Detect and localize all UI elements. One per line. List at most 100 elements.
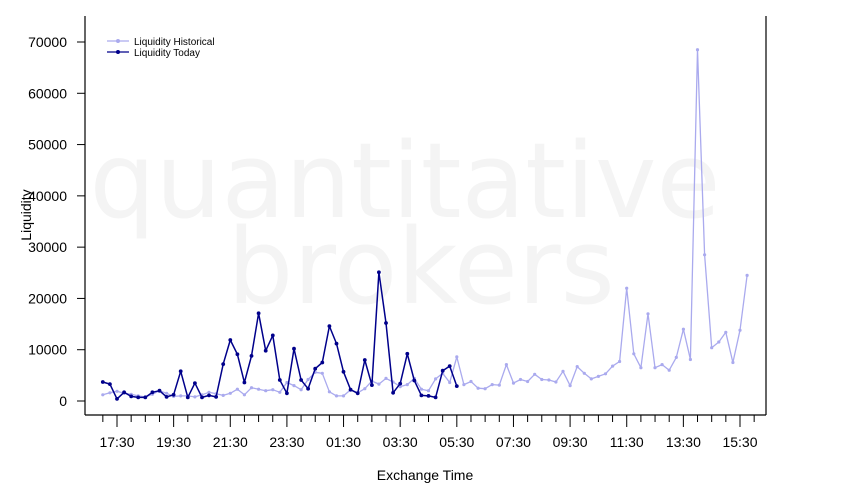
x-axis-title: Exchange Time [377,467,474,483]
data-point [278,390,282,394]
legend-entry-today: Liquidity Today [107,48,200,59]
data-point [228,338,233,342]
data-point [582,371,586,375]
data-point [717,340,721,344]
data-point [122,390,126,395]
data-point [433,395,438,400]
data-point [285,391,289,396]
data-point [426,394,431,398]
data-point [221,393,225,397]
data-point [200,395,204,400]
y-tick-label: 10000 [28,342,67,358]
data-point [440,368,445,373]
data-point [540,377,544,382]
data-point [625,286,629,290]
data-point [611,364,615,368]
x-tick-label: 17:30 [99,434,134,450]
x-axis-ticks: 17:30 19:30 21:30 23:30 01:30 03:30 05:30 07:30… [99,415,758,450]
data-point [483,387,487,391]
data-point [264,389,268,393]
x-tick-label: 23:30 [269,434,304,450]
y-tick-label: 70000 [28,34,67,50]
data-point [136,395,141,400]
data-point [157,388,162,393]
y-tick-label: 30000 [28,239,67,255]
data-point [653,366,657,370]
x-tick-label: 05:30 [439,434,474,450]
data-point [228,391,232,395]
data-point [193,395,197,399]
data-point [547,378,551,382]
x-tick-label: 15:30 [722,434,757,450]
y-axis-ticks: 0 10000 20000 30000 40000 50000 60000 70000 [28,34,85,409]
data-point [178,369,183,374]
y-tick-label: 20000 [28,290,67,306]
data-point [327,324,332,328]
data-point [660,363,664,367]
legend: Liquidity Historical Liquidity Today [107,37,215,59]
data-point [575,365,579,369]
data-point [405,351,410,356]
data-point [214,395,219,399]
data-point [526,379,530,384]
data-point [341,369,346,374]
data-point [249,354,254,358]
data-point [341,394,346,398]
data-point [405,383,409,387]
data-point [179,394,183,398]
data-point [242,393,246,397]
series-layer [100,48,749,401]
data-point [362,358,367,362]
data-point [235,352,240,357]
data-point [384,321,388,325]
data-point [108,382,112,386]
data-point [150,390,155,395]
data-point [313,366,318,371]
data-point [596,374,601,378]
data-point [490,383,494,387]
data-point [434,377,438,381]
data-point [681,327,686,331]
data-point [731,360,735,365]
data-point [143,395,148,400]
data-point [306,377,310,382]
legend-marker-historical [116,39,120,43]
data-point [299,378,303,382]
data-point [334,341,339,346]
watermark-line1: quantitative [90,120,721,242]
data-point [277,378,282,382]
x-tick-label: 07:30 [496,434,531,450]
data-point [363,387,367,391]
y-tick-label: 0 [59,393,67,409]
x-tick-label: 03:30 [383,434,418,450]
data-point [292,346,296,351]
data-point [533,372,537,376]
data-point [256,311,261,316]
data-point [667,368,671,372]
data-point [462,383,466,387]
series-today [100,270,459,401]
data-point [171,392,176,397]
data-point [497,383,501,387]
data-point [710,346,714,350]
data-point [454,384,459,388]
data-point [263,348,268,353]
data-point [688,357,693,362]
data-point [207,390,211,394]
x-tick-label: 01:30 [326,434,361,450]
data-point [738,328,742,332]
data-point [377,270,381,275]
x-tick-label: 11:30 [610,434,644,450]
data-point [724,330,728,334]
y-tick-label: 50000 [28,137,67,153]
data-point [320,371,324,375]
data-point [377,382,381,386]
data-point [207,393,211,398]
legend-label-today: Liquidity Today [134,48,200,59]
data-point [108,391,112,395]
data-point [185,395,190,400]
data-point [504,363,508,367]
x-tick-label: 21:30 [213,434,248,450]
